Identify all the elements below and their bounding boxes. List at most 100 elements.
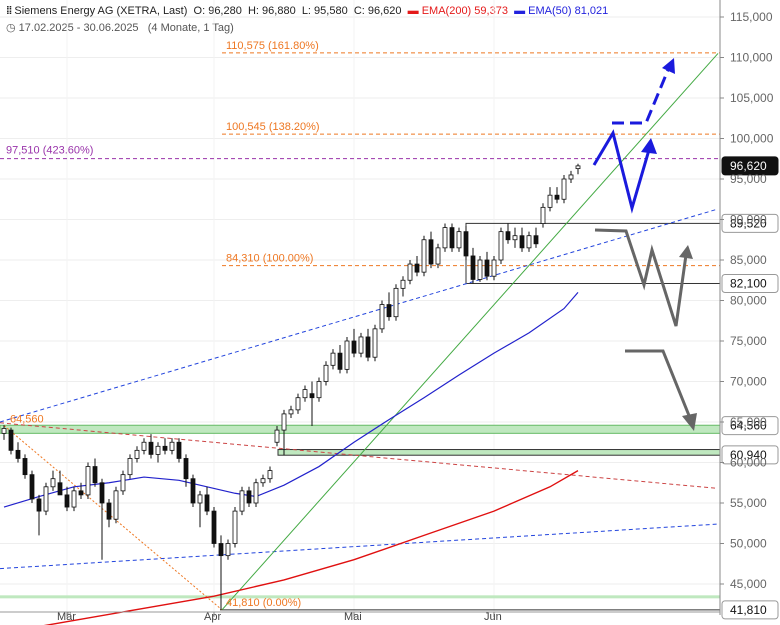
candle-body bbox=[561, 178, 567, 200]
candle-body bbox=[99, 482, 105, 504]
candle-body bbox=[57, 482, 63, 496]
candle-body bbox=[211, 510, 217, 544]
candle bbox=[29, 470, 35, 503]
price-label-box bbox=[721, 273, 779, 293]
candle bbox=[428, 231, 434, 269]
candle-body bbox=[43, 486, 49, 512]
blue-projection-path bbox=[592, 129, 653, 214]
candle-body bbox=[358, 336, 364, 354]
candle bbox=[43, 482, 49, 516]
candle-body bbox=[351, 340, 357, 354]
candle-body bbox=[267, 470, 273, 480]
candle bbox=[477, 255, 483, 282]
price-label-box bbox=[721, 445, 779, 465]
candle-body bbox=[15, 449, 21, 459]
candle bbox=[575, 163, 581, 175]
candle bbox=[316, 377, 322, 402]
uptrend-line bbox=[221, 53, 719, 611]
candle bbox=[155, 442, 161, 463]
candle-body bbox=[505, 231, 511, 241]
candle bbox=[281, 409, 287, 456]
candle-body bbox=[435, 247, 441, 265]
candle-body bbox=[491, 259, 497, 277]
candle bbox=[386, 292, 392, 321]
y-tick-label: 70,000 bbox=[730, 375, 767, 389]
candle bbox=[470, 247, 476, 284]
close-value: C: 96,620 bbox=[353, 5, 402, 17]
candle-body bbox=[449, 227, 455, 249]
candle bbox=[400, 276, 406, 297]
candle-body bbox=[519, 235, 525, 249]
candle bbox=[260, 474, 266, 487]
candle bbox=[162, 438, 168, 455]
candle bbox=[274, 426, 280, 447]
candle bbox=[540, 203, 546, 228]
ema50-value: 81,021 bbox=[574, 5, 609, 17]
candle-body bbox=[113, 490, 119, 520]
date-range: 17.02.2025 - 30.06.2025 bbox=[18, 22, 139, 34]
price-label-text: 64,560 bbox=[730, 419, 767, 433]
candle bbox=[407, 260, 413, 285]
price-label: 82,100 bbox=[721, 273, 779, 293]
candle bbox=[463, 225, 469, 260]
candle-body bbox=[554, 194, 560, 200]
price-label: 41,810 bbox=[721, 600, 779, 620]
candle bbox=[57, 470, 63, 496]
candle bbox=[505, 223, 511, 244]
candle bbox=[15, 442, 21, 463]
blue-arrow-head bbox=[641, 138, 657, 154]
candle-body bbox=[169, 441, 175, 451]
candle bbox=[561, 174, 567, 204]
candle bbox=[64, 486, 70, 512]
fib-label-1000: 84,310 (100.00%) bbox=[226, 253, 313, 265]
chart-title: Siemens Energy AG (XETRA, Last) bbox=[14, 5, 188, 17]
fib-label-000: 41,810 (0.00%) bbox=[226, 597, 301, 609]
candle-body bbox=[162, 445, 168, 451]
candle-body bbox=[246, 490, 252, 504]
candle bbox=[379, 300, 385, 333]
candle-body bbox=[309, 393, 315, 399]
x-axis: Mär Apr Mai Jun bbox=[0, 611, 720, 623]
candle bbox=[323, 361, 329, 386]
candle-body bbox=[323, 364, 329, 382]
candle-body bbox=[148, 441, 154, 455]
ema50-line bbox=[3, 292, 579, 508]
candle bbox=[484, 251, 490, 281]
candle-body bbox=[183, 458, 189, 480]
candle bbox=[204, 486, 210, 516]
candle bbox=[190, 474, 196, 508]
candle bbox=[253, 478, 259, 508]
candle-body bbox=[393, 287, 399, 318]
ema200-value: 59,373 bbox=[474, 5, 508, 17]
candle bbox=[141, 438, 147, 455]
candle-body bbox=[512, 235, 518, 241]
lower-channel-line bbox=[0, 523, 719, 570]
candle bbox=[176, 438, 182, 463]
low-value: L: 95,580 bbox=[301, 5, 348, 17]
candle bbox=[351, 328, 357, 358]
grey-down-path bbox=[625, 349, 692, 419]
candle-body bbox=[141, 441, 147, 451]
candle bbox=[337, 345, 343, 374]
price-label: 64,560 bbox=[721, 416, 779, 436]
candle-body bbox=[372, 328, 378, 358]
candle bbox=[295, 393, 301, 414]
candle bbox=[22, 454, 28, 479]
high-value: H: 96,880 bbox=[247, 5, 296, 17]
candle-body bbox=[239, 490, 245, 512]
candle-body bbox=[421, 239, 427, 273]
candle-body bbox=[477, 259, 483, 280]
blue-dashed-arrow-head bbox=[662, 58, 675, 74]
period-label: (4 Monate, 1 Tag) bbox=[147, 22, 234, 34]
open-value: O: 96,280 bbox=[193, 5, 242, 17]
candle bbox=[8, 427, 14, 455]
candle bbox=[225, 539, 231, 560]
candle-body bbox=[498, 231, 504, 261]
candle-body bbox=[120, 474, 126, 492]
candle bbox=[197, 490, 203, 528]
candle-body bbox=[484, 259, 490, 277]
y-tick-label: 85,000 bbox=[730, 253, 767, 267]
y-axis: 45,000 50,000 55,000 60,000 65,000 70,000 75,0… bbox=[719, 0, 774, 615]
projection-arrows bbox=[592, 58, 697, 431]
